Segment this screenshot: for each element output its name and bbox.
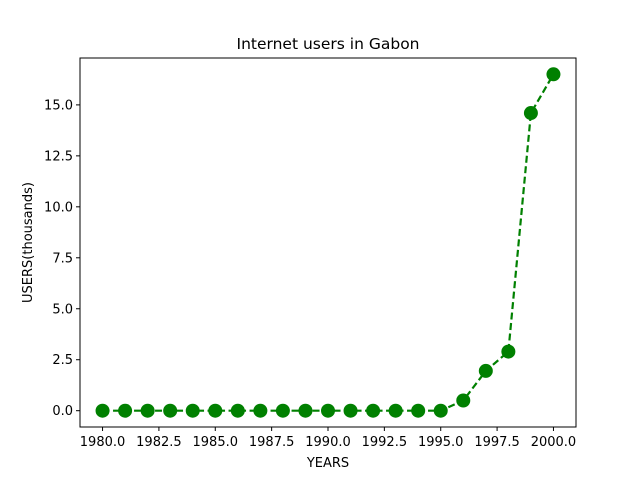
x-tick-label: 1992.5: [362, 435, 408, 450]
data-point: [298, 403, 313, 418]
y-tick-label: 0.0: [52, 404, 73, 419]
x-tick-label: 1990.0: [305, 435, 351, 450]
series-layer: [95, 67, 561, 418]
data-point: [95, 403, 110, 418]
data-point: [388, 403, 403, 418]
data-point: [275, 403, 290, 418]
data-point: [185, 403, 200, 418]
x-tick-label: 1980.0: [80, 435, 126, 450]
data-point: [546, 67, 561, 82]
y-tick-label: 15.0: [44, 98, 73, 113]
data-point: [140, 403, 155, 418]
x-tick-label: 1982.5: [136, 435, 182, 450]
x-tick-label: 1995.0: [418, 435, 464, 450]
data-point: [366, 403, 381, 418]
x-tick-label: 1985.0: [193, 435, 239, 450]
y-axis-label: USERS(thousands): [21, 182, 36, 303]
x-tick-label: 1987.5: [249, 435, 295, 450]
data-point: [456, 393, 471, 408]
data-point: [208, 403, 223, 418]
y-tick-label: 2.5: [52, 353, 73, 368]
y-tick-label: 5.0: [52, 302, 73, 317]
data-point: [343, 403, 358, 418]
x-tick-label: 2000.0: [531, 435, 577, 450]
y-tick-label: 7.5: [52, 251, 73, 266]
data-point: [253, 403, 268, 418]
axes-frame: [79, 57, 577, 428]
data-point: [523, 106, 538, 121]
data-point: [163, 403, 178, 418]
x-axis-label: YEARS: [306, 456, 349, 471]
y-tick-label: 12.5: [44, 149, 73, 164]
y-tick-label: 10.0: [44, 200, 73, 215]
data-point: [118, 403, 133, 418]
x-tick-label: 1997.5: [474, 435, 520, 450]
data-point: [230, 403, 245, 418]
x-axis: 1980.0 1982.5 1985.0 1987.5 1990.0 1992.5 1995…: [80, 427, 576, 450]
chart-title: Internet users in Gabon: [237, 35, 420, 53]
data-point: [411, 403, 426, 418]
y-axis: 0.0 2.5 5.0 7.5 10.0 12.5 15.0: [44, 98, 80, 419]
plot-area: [80, 58, 576, 427]
data-point: [501, 344, 516, 359]
data-point: [321, 403, 335, 418]
data-point: [478, 363, 493, 378]
data-point: [433, 403, 448, 418]
